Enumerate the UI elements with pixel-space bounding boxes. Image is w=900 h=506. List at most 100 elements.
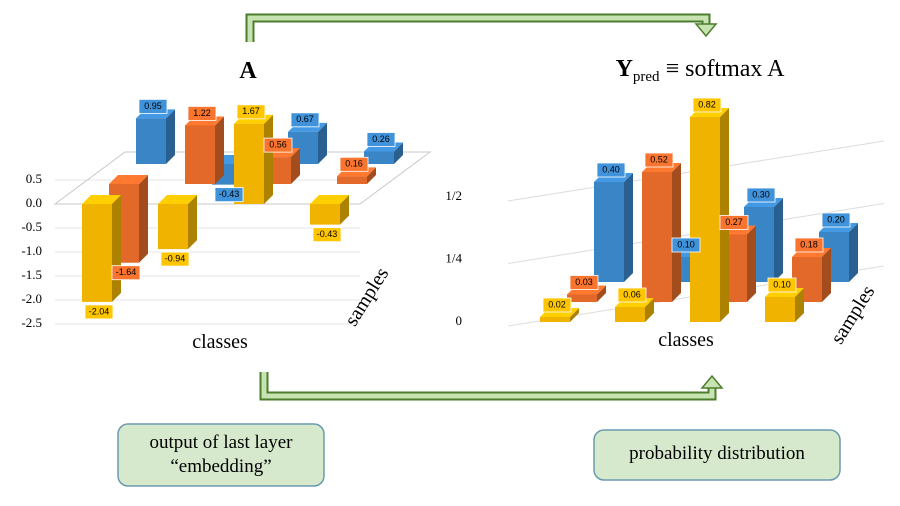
box-text: output of last layer: [150, 432, 294, 453]
bar: [82, 195, 121, 302]
bar-side: [672, 163, 681, 302]
title-suffix: ≡ softmax A: [666, 56, 786, 82]
y-tick-label: 0.5: [26, 171, 42, 186]
value-label: 0.30: [752, 189, 770, 199]
bar-front: [540, 317, 570, 322]
value-label: 0.10: [677, 239, 695, 249]
box: [593, 429, 841, 481]
box-text: probability distribution: [629, 443, 805, 464]
bar-side: [215, 116, 224, 184]
bar: [765, 288, 804, 322]
value-label-box: [366, 132, 396, 147]
value-label-box: [187, 106, 217, 121]
value-label: 0.56: [269, 139, 287, 149]
bar-side: [747, 225, 756, 302]
value-label: -0.94: [165, 253, 186, 263]
value-label-box: [671, 237, 701, 253]
value-label-box: [617, 287, 647, 303]
bar-front: [690, 117, 720, 322]
value-label: 0.03: [575, 277, 593, 287]
value-label: -1.64: [116, 267, 137, 277]
value-label: -0.43: [219, 189, 240, 199]
bar-side: [112, 195, 121, 302]
value-label: 0.52: [650, 154, 668, 164]
value-label: 0.10: [773, 279, 791, 289]
value-label-box: [339, 156, 369, 172]
value-label-box: [821, 212, 851, 228]
value-label-box: [263, 137, 293, 153]
bar: [642, 163, 681, 302]
z-axis-label: samples: [827, 281, 880, 347]
value-label-box: [794, 237, 824, 253]
bar-side: [291, 148, 300, 184]
bar-front: [185, 125, 215, 184]
value-label-box: [692, 97, 722, 113]
value-label: 1.67: [242, 106, 260, 116]
bar-side: [166, 109, 175, 164]
bar-front: [136, 118, 166, 164]
arrow-bottom: [259, 372, 724, 401]
value-label-box: [236, 104, 266, 120]
value-label: 0.27: [725, 217, 743, 227]
bar-side: [720, 108, 729, 322]
y-tick-label: 0: [456, 313, 463, 328]
bar-front: [364, 151, 394, 164]
bar-side: [318, 122, 327, 164]
bar-side: [795, 288, 804, 322]
value-label: 0.18: [800, 239, 818, 249]
value-label: 0.82: [698, 99, 716, 109]
bar-side: [849, 223, 858, 282]
value-label-box: [111, 265, 141, 281]
value-label-box: [542, 297, 572, 313]
bar-front: [310, 204, 340, 225]
bar-front: [567, 294, 597, 302]
bar-top: [310, 195, 349, 204]
y-tick-label: -0.5: [21, 219, 42, 234]
value-label-box: [312, 227, 342, 243]
value-label-box: [746, 187, 776, 203]
bar-front: [82, 204, 112, 302]
value-label-box: [138, 99, 168, 114]
value-label-box: [569, 275, 599, 290]
bar-front: [615, 307, 645, 322]
bar-side: [774, 198, 783, 282]
value-label-box: [596, 162, 626, 178]
y-tick-label: 1/2: [445, 188, 462, 203]
bar: [136, 109, 175, 164]
bar-top: [82, 195, 121, 204]
y-tick-label: -1.5: [21, 267, 42, 282]
value-label: 0.67: [296, 114, 314, 124]
box: [117, 423, 325, 487]
value-label: 0.40: [602, 164, 620, 174]
x-axis-label: classes: [192, 331, 248, 353]
bar-side: [822, 248, 831, 302]
chart-title: Ypred ≡ softmax A: [616, 56, 786, 85]
title-main: Y: [616, 56, 633, 82]
bar-side: [645, 298, 654, 322]
bar-front: [158, 204, 188, 250]
bar-side: [188, 195, 197, 250]
bar-side: [394, 142, 403, 164]
bar: [158, 195, 197, 250]
value-label-box: [84, 304, 114, 320]
y-tick-label: 1/4: [445, 250, 462, 265]
bar-side: [624, 173, 633, 282]
bar-side: [264, 114, 273, 204]
title-main: A: [239, 58, 257, 84]
value-label-box: [214, 187, 244, 203]
value-label: -2.04: [89, 306, 110, 316]
value-label-box: [160, 251, 190, 267]
chart-title: A: [239, 58, 257, 84]
bar: [690, 108, 729, 322]
value-label: 0.20: [827, 214, 845, 224]
bar-side: [597, 285, 606, 302]
y-tick-label: 0.0: [26, 195, 42, 210]
arrow-top: [245, 13, 718, 42]
bar-side: [139, 175, 148, 263]
bar-top: [158, 195, 197, 204]
x-axis-label: classes: [658, 329, 714, 351]
value-label-box: [719, 215, 749, 230]
value-label-box: [767, 277, 797, 293]
y-tick-label: -2.5: [21, 315, 42, 330]
